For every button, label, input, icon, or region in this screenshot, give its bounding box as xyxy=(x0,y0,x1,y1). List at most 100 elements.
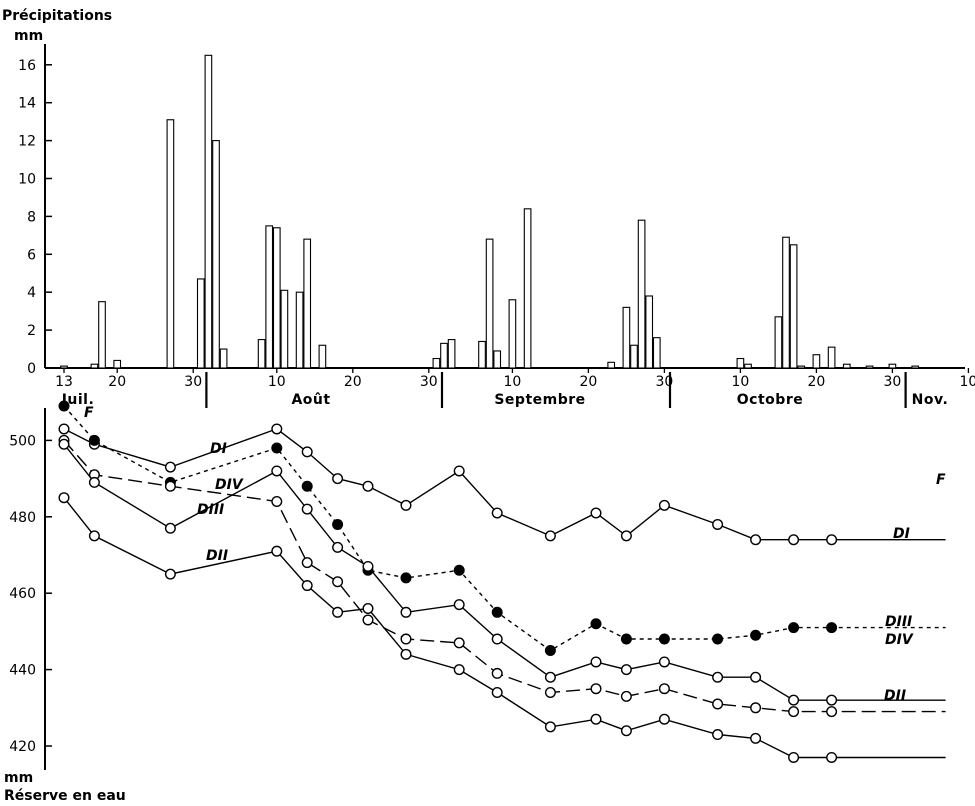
precipitation-bar xyxy=(113,359,122,369)
series-marker-diii xyxy=(88,476,100,488)
precipitation-bar xyxy=(295,291,304,369)
precipitation-bar xyxy=(637,219,646,369)
precipitation-bar xyxy=(865,365,874,369)
precipitation-bar xyxy=(219,348,228,369)
series-marker-di xyxy=(400,499,412,511)
water-reserve-y-tick-label: 440 xyxy=(9,663,36,679)
precipitation-x-tick-label: 13 xyxy=(55,374,73,390)
series-marker-diii xyxy=(544,671,556,683)
series-marker-div xyxy=(750,702,762,714)
series-marker-diii xyxy=(658,656,670,668)
precipitation-x-tick-label: 20 xyxy=(807,374,825,390)
series-marker-di xyxy=(453,465,465,477)
precipitation-y-tick-label: 14 xyxy=(18,96,36,112)
precipitation-bar xyxy=(318,344,327,369)
precipitation-bar xyxy=(90,363,99,369)
precipitation-y-tick-label: 16 xyxy=(18,58,36,74)
precipitation-bar xyxy=(789,244,798,369)
precipitation-bar xyxy=(888,363,897,369)
precipitation-x-tick-label: 10 xyxy=(503,374,521,390)
series-marker-div xyxy=(332,576,344,588)
series-marker-diii xyxy=(453,599,465,611)
series-marker-f xyxy=(400,572,412,584)
precipitation-bar xyxy=(523,208,532,369)
series-marker-dii xyxy=(88,530,100,542)
series-marker-dii xyxy=(301,580,313,592)
precipitation-bar xyxy=(774,316,783,369)
precipitation-bar xyxy=(60,365,68,369)
precipitation-bar xyxy=(652,337,661,369)
precipitation-y-tick-label: 10 xyxy=(18,172,36,188)
month-label: Nov. xyxy=(912,392,949,408)
series-marker-diii xyxy=(332,541,344,553)
precipitation-x-tick-label: 30 xyxy=(655,374,673,390)
series-marker-f xyxy=(453,564,465,576)
water-reserve-y-tick-label: 420 xyxy=(9,739,36,755)
water-reserve-y-tick-label: 480 xyxy=(9,510,36,526)
series-marker-dii xyxy=(788,751,800,763)
series-marker-f xyxy=(301,480,313,492)
series-marker-diii xyxy=(301,503,313,515)
precipitation-y-tick-label: 8 xyxy=(27,209,36,225)
series-marker-diii xyxy=(788,694,800,706)
series-marker-diii xyxy=(620,664,632,676)
series-marker-diii xyxy=(271,465,283,477)
precipitation-bar xyxy=(782,236,790,369)
series-marker-di xyxy=(58,423,70,435)
series-marker-div xyxy=(590,683,602,695)
precipitation-bar xyxy=(212,140,220,369)
precipitation-bar xyxy=(493,350,502,369)
series-label-f: F xyxy=(936,472,946,488)
series-marker-diii xyxy=(712,671,724,683)
series-marker-diii xyxy=(826,694,838,706)
series-marker-div xyxy=(400,633,412,645)
series-marker-dii xyxy=(826,751,838,763)
series-marker-dii xyxy=(362,602,374,614)
water-reserve-axis-title: Réserve en eau xyxy=(4,788,126,804)
series-marker-f xyxy=(590,618,602,630)
series-marker-diii xyxy=(362,560,374,572)
series-marker-dii xyxy=(164,568,176,580)
water-reserve-axes: 420 440 460 480 500 xyxy=(9,408,52,770)
series-marker-di xyxy=(491,507,503,519)
precipitation-bar xyxy=(485,238,494,369)
series-marker-di xyxy=(164,461,176,473)
series-marker-di xyxy=(301,446,313,458)
series-marker-dii xyxy=(271,545,283,557)
water-reserve-lines: DI DI F F DIV DIV DIII DIII DII DII xyxy=(58,400,946,763)
series-label-di: DI xyxy=(893,526,910,542)
precipitation-y-tick-label: 2 xyxy=(27,323,36,339)
precipitation-bar xyxy=(508,299,517,369)
precipitation-bar xyxy=(204,54,213,369)
series-marker-div xyxy=(164,480,176,492)
series-marker-dii xyxy=(658,713,670,725)
series-marker-div xyxy=(620,690,632,702)
series-marker-diii xyxy=(590,656,602,668)
month-label: Août xyxy=(291,392,330,408)
series-marker-dii xyxy=(544,721,556,733)
series-label-diii: DIII xyxy=(885,614,912,630)
water-reserve-y-tick-label: 460 xyxy=(9,586,36,602)
series-marker-div xyxy=(453,637,465,649)
water-reserve-unit-label: mm xyxy=(4,770,33,786)
precipitation-bar xyxy=(166,119,175,369)
precipitation-x-ticks: 13 20 30 10 20 30 10 20 30 10 20 30 10 xyxy=(55,368,975,408)
series-marker-div xyxy=(491,667,503,679)
series-label-dii: DII xyxy=(206,548,228,564)
series-marker-div xyxy=(544,687,556,699)
series-marker-diii xyxy=(58,438,70,450)
precipitation-bar xyxy=(911,365,920,369)
precipitation-bar xyxy=(303,238,312,369)
series-marker-diii xyxy=(491,633,503,645)
series-marker-diii xyxy=(750,671,762,683)
precipitation-bar xyxy=(827,346,836,369)
series-marker-di xyxy=(271,423,283,435)
precipitation-y-tick-label: 6 xyxy=(27,247,36,263)
series-line-diii xyxy=(63,443,946,701)
water-reserve-y-tick-label: 500 xyxy=(9,433,36,449)
series-marker-f xyxy=(620,633,632,645)
precipitation-x-tick-label: 20 xyxy=(344,374,362,390)
precipitation-bar xyxy=(440,342,448,369)
precipitation-x-tick-label: 10 xyxy=(268,374,286,390)
